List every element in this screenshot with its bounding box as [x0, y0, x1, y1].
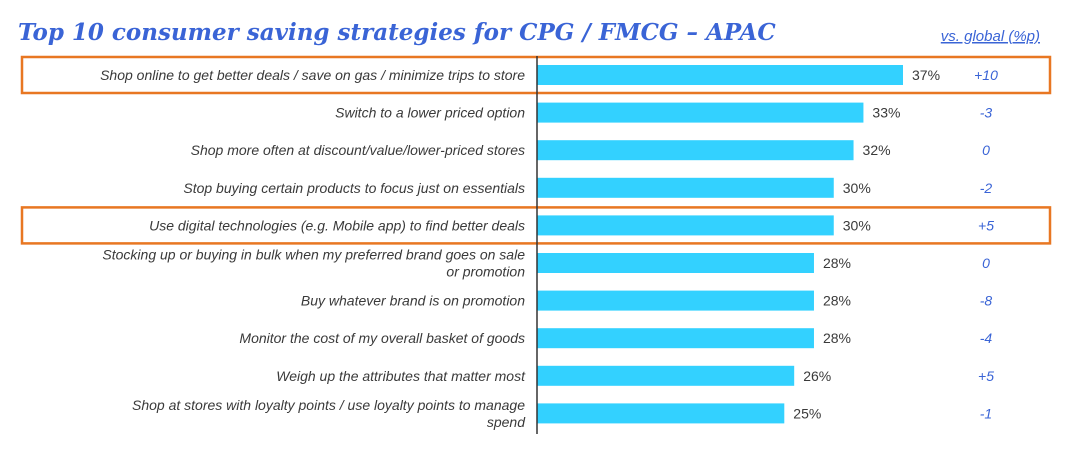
category-label-line: spend: [487, 414, 526, 430]
bars: [537, 65, 903, 424]
vs-global-value: 0: [982, 142, 990, 158]
category-label: Shop more often at discount/value/lower-…: [191, 142, 525, 158]
highlight-box: [20, 55, 1052, 95]
category-label-line: Buy whatever brand is on promotion: [301, 293, 525, 309]
value-label: 28%: [823, 330, 851, 346]
bar: [537, 328, 814, 349]
value-label: 32%: [863, 142, 891, 158]
bar: [537, 253, 814, 273]
category-label-line: Shop more often at discount/value/lower-…: [191, 142, 525, 158]
category-label: Monitor the cost of my overall basket of…: [239, 330, 525, 346]
value-label: 30%: [843, 217, 871, 233]
value-label: 25%: [793, 405, 821, 421]
vs-global-value: 0: [982, 255, 990, 271]
value-label: 37%: [912, 67, 940, 83]
category-label-line: Stop buying certain products to focus ju…: [183, 180, 525, 196]
vs-global-values: +10 -3 0 -2 +5 0 -8 -4 +5 -1: [974, 67, 998, 421]
category-label: Use digital technologies (e.g. Mobile ap…: [149, 217, 525, 233]
category-label: Buy whatever brand is on promotion: [301, 293, 525, 309]
vs-global-value: +5: [978, 368, 994, 384]
bar: [537, 65, 903, 85]
category-labels: Shop online to get better deals / save o…: [100, 67, 526, 430]
vs-global-value: -4: [980, 330, 993, 346]
category-label-line: or promotion: [446, 264, 525, 280]
category-label: Stop buying certain products to focus ju…: [183, 180, 525, 196]
category-label: Shop online to get better deals / save o…: [100, 67, 525, 83]
highlight-boxes: [20, 55, 1052, 245]
category-label-line: Weigh up the attributes that matter most: [276, 368, 526, 384]
vs-global-value: -3: [980, 105, 993, 121]
vs-global-value: -8: [980, 293, 993, 309]
category-label-line: Stocking up or buying in bulk when my pr…: [102, 247, 525, 263]
bar: [537, 215, 834, 236]
category-label-line: Shop at stores with loyalty points / use…: [132, 397, 525, 413]
chart-title: Top 10 consumer saving strategies for CP…: [18, 19, 776, 46]
value-label: 33%: [872, 105, 900, 121]
highlight-box: [20, 206, 1052, 245]
vs-global-value: -2: [980, 180, 993, 196]
vs-global-value: -1: [980, 405, 992, 421]
bar: [537, 365, 795, 386]
bar: [537, 177, 834, 198]
category-label: Stocking up or buying in bulk when my pr…: [102, 247, 525, 280]
category-label-line: Switch to a lower priced option: [335, 105, 525, 121]
category-label: Switch to a lower priced option: [335, 105, 525, 121]
value-label: 28%: [823, 293, 851, 309]
bar: [537, 403, 785, 424]
bar: [537, 140, 854, 161]
value-label: 26%: [803, 368, 831, 384]
category-label-line: Monitor the cost of my overall basket of…: [239, 330, 525, 346]
vs-global-value: +10: [974, 67, 998, 83]
category-label-line: Use digital technologies (e.g. Mobile ap…: [149, 217, 525, 233]
bar: [537, 102, 864, 123]
value-label: 30%: [843, 180, 871, 196]
category-label-line: Shop online to get better deals / save o…: [100, 67, 525, 83]
category-label: Shop at stores with loyalty points / use…: [132, 397, 526, 430]
value-label: 28%: [823, 255, 851, 271]
value-labels: 37% 33% 32% 30% 30% 28% 28% 28% 26% 25%: [793, 67, 940, 421]
vs-global-header: vs. global (%p): [941, 28, 1040, 45]
bar: [537, 290, 814, 311]
category-label: Weigh up the attributes that matter most: [276, 368, 526, 384]
vs-global-value: +5: [978, 217, 994, 233]
